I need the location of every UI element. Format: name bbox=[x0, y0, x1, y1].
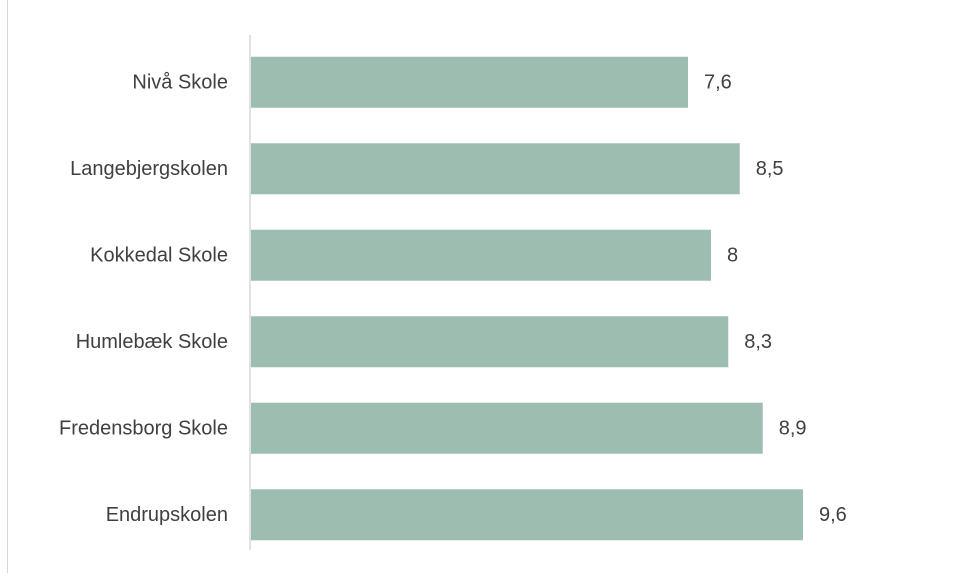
bar-2 bbox=[251, 229, 711, 281]
category-label: Nivå Skole bbox=[132, 71, 228, 93]
bars-layer bbox=[251, 56, 803, 541]
bar-4 bbox=[251, 402, 763, 454]
data-label: 8,9 bbox=[779, 417, 807, 439]
category-label: Langebjergskolen bbox=[70, 158, 228, 180]
data-label: 8,5 bbox=[756, 158, 784, 180]
bar-3 bbox=[251, 316, 729, 368]
data-label: 8 bbox=[727, 244, 738, 266]
category-label: Endrupskolen bbox=[106, 504, 228, 526]
data-label: 9,6 bbox=[819, 504, 847, 526]
category-label: Fredensborg Skole bbox=[59, 417, 228, 439]
chart-frame bbox=[7, 0, 960, 573]
bar-5 bbox=[251, 489, 803, 541]
category-label: Kokkedal Skole bbox=[90, 244, 228, 266]
data-label: 7,6 bbox=[704, 71, 732, 93]
bar-1 bbox=[251, 143, 740, 195]
category-label: Humlebæk Skole bbox=[76, 331, 228, 353]
bar-0 bbox=[251, 56, 688, 108]
data-label: 8,3 bbox=[744, 331, 772, 353]
labels-layer: Nivå Skole 7,6 Langebjergskolen 8,5 Kokkedal… bbox=[59, 71, 847, 526]
